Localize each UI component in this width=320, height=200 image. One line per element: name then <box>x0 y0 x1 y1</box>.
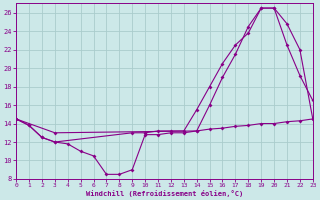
X-axis label: Windchill (Refroidissement éolien,°C): Windchill (Refroidissement éolien,°C) <box>86 190 243 197</box>
